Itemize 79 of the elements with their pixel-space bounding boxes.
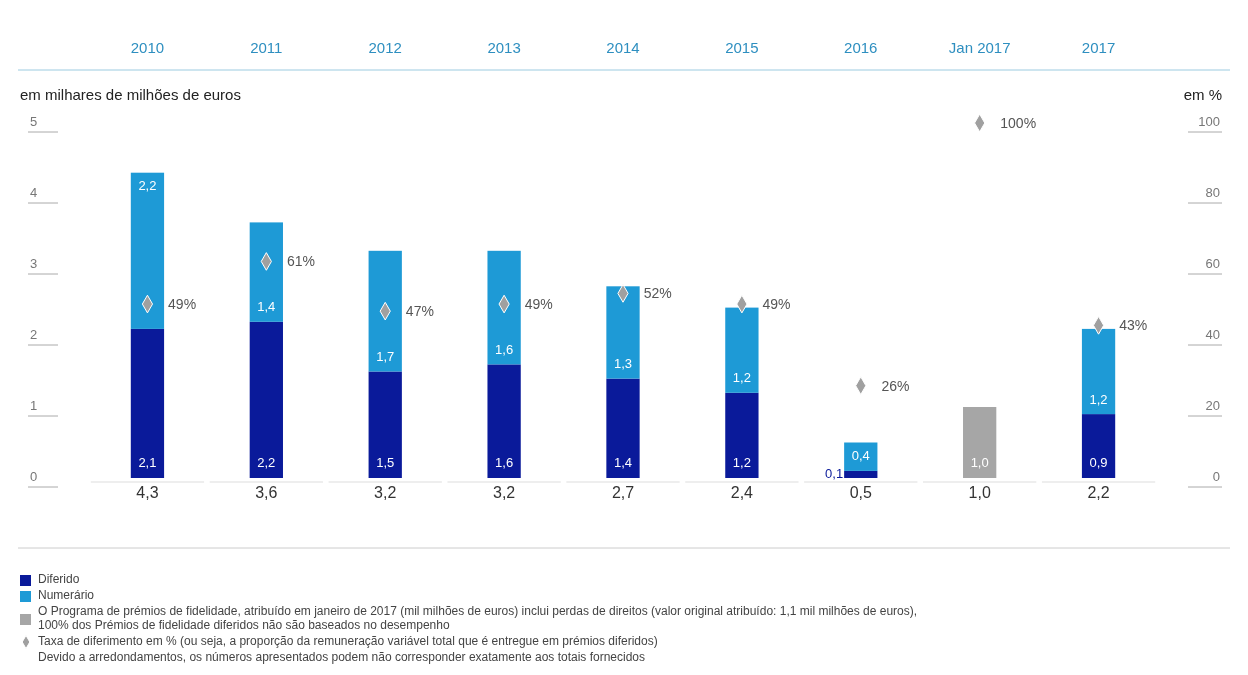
- y-tick-label: 5: [30, 114, 38, 130]
- bar: [249, 222, 283, 322]
- x-tick-label: 2012: [368, 39, 402, 56]
- bar: [249, 321, 283, 478]
- data-label: 43%: [1119, 317, 1148, 334]
- total-label: 3,6: [255, 484, 278, 501]
- y-tick-label: 4: [30, 185, 38, 201]
- bar: [606, 286, 640, 379]
- x-tick-label: 2015: [725, 39, 759, 56]
- y2-tick-label: 100: [1198, 114, 1220, 130]
- data-label: 1,6: [495, 341, 514, 357]
- data-label: 1,2: [732, 455, 751, 471]
- y2-tick-label: 80: [1205, 185, 1220, 201]
- total-label: 2,7: [611, 484, 635, 501]
- data-label: 26%: [881, 377, 910, 394]
- bar: [1081, 414, 1116, 478]
- data-label: 1,4: [257, 299, 276, 315]
- x-tick-label: Jan 2017: [948, 39, 1011, 56]
- data-label: 52%: [643, 285, 672, 302]
- data-label: 0,9: [1089, 455, 1108, 471]
- data-label: 0,1: [825, 465, 844, 481]
- total-label: 2,4: [730, 484, 754, 501]
- total-label: 2,2: [1087, 484, 1110, 501]
- total-label: 1,0: [968, 484, 991, 501]
- text: Devido a arredondamentos, os números apresentados podem não corresponder exatamente aos totais fornecidos: [38, 650, 646, 664]
- bar: [487, 250, 521, 365]
- bar: [963, 407, 997, 478]
- y2-tick-label: 0: [1212, 469, 1220, 485]
- data-label: 49%: [168, 296, 197, 313]
- legend-label: Taxa de diferimento em % (ou seja, a proporção da remuneração variável total que é entregue em prémios diferidos): [38, 634, 658, 648]
- data-label: 1,5: [376, 455, 395, 471]
- bar: [130, 328, 165, 478]
- data-label: 61%: [286, 253, 316, 270]
- data-label: 2,1: [138, 455, 157, 471]
- data-label: 2,2: [138, 178, 157, 194]
- legend-label: Diferido: [38, 572, 80, 586]
- total-label: 3,2: [492, 484, 516, 501]
- y-tick-label: 2: [30, 327, 38, 343]
- data-label: 1,6: [495, 455, 514, 471]
- bar: [844, 470, 878, 478]
- data-label: 47%: [405, 303, 434, 320]
- data-label: 1,2: [1089, 391, 1108, 407]
- y2-tick-label: 40: [1205, 327, 1220, 343]
- data-label: 1,0: [970, 455, 989, 471]
- data-label: 1,2: [732, 370, 751, 386]
- legend-label: Numerário: [38, 588, 95, 602]
- bar: [368, 371, 402, 478]
- data-label: 2,2: [257, 455, 276, 471]
- y2-tick-label: 60: [1205, 256, 1220, 272]
- x-tick-label: 2011: [250, 39, 283, 56]
- y-tick-label: 0: [30, 469, 38, 485]
- data-label: 0,4: [851, 448, 870, 464]
- y2-tick-label: 20: [1205, 398, 1220, 414]
- total-label: 4,3: [136, 484, 159, 501]
- x-tick-label: 2014: [606, 39, 640, 56]
- data-label: 100%: [1000, 115, 1037, 131]
- bar: [725, 392, 759, 478]
- bar: [1081, 328, 1116, 415]
- total-label: 0,5: [849, 484, 872, 501]
- data-label: 1,3: [613, 356, 633, 372]
- total-label: 3,2: [374, 484, 397, 501]
- x-tick-label: 2017: [1081, 39, 1116, 56]
- y-axis-title: em milhares de milhões de euros: [20, 86, 241, 103]
- data-label: 49%: [524, 296, 553, 313]
- y-tick-label: 3: [30, 256, 38, 272]
- x-tick-label: 2016: [844, 39, 878, 56]
- y-tick-label: 1: [30, 398, 38, 414]
- bar: [368, 250, 402, 372]
- data-label: 49%: [762, 296, 791, 313]
- bar: [725, 307, 759, 393]
- data-label: 1,4: [613, 455, 633, 471]
- legend-label: O Programa de prémios de fidelidade, atribuído em janeiro de 2017 (mil milhões de euros) inclui perdas de direitos (valor original atribuído: 1,1 mil milhões de euros), 100% dos Prémios de fidelidade diferidos não são baseados no desempenho: [38, 604, 918, 632]
- bar: [130, 172, 165, 329]
- data-label: 1,7: [376, 348, 395, 364]
- x-tick-label: 2013: [487, 39, 521, 56]
- y2-axis-title: em %: [1183, 86, 1222, 103]
- x-tick-label: 2010: [130, 39, 165, 56]
- bar: [606, 378, 640, 478]
- bar: [487, 364, 521, 478]
